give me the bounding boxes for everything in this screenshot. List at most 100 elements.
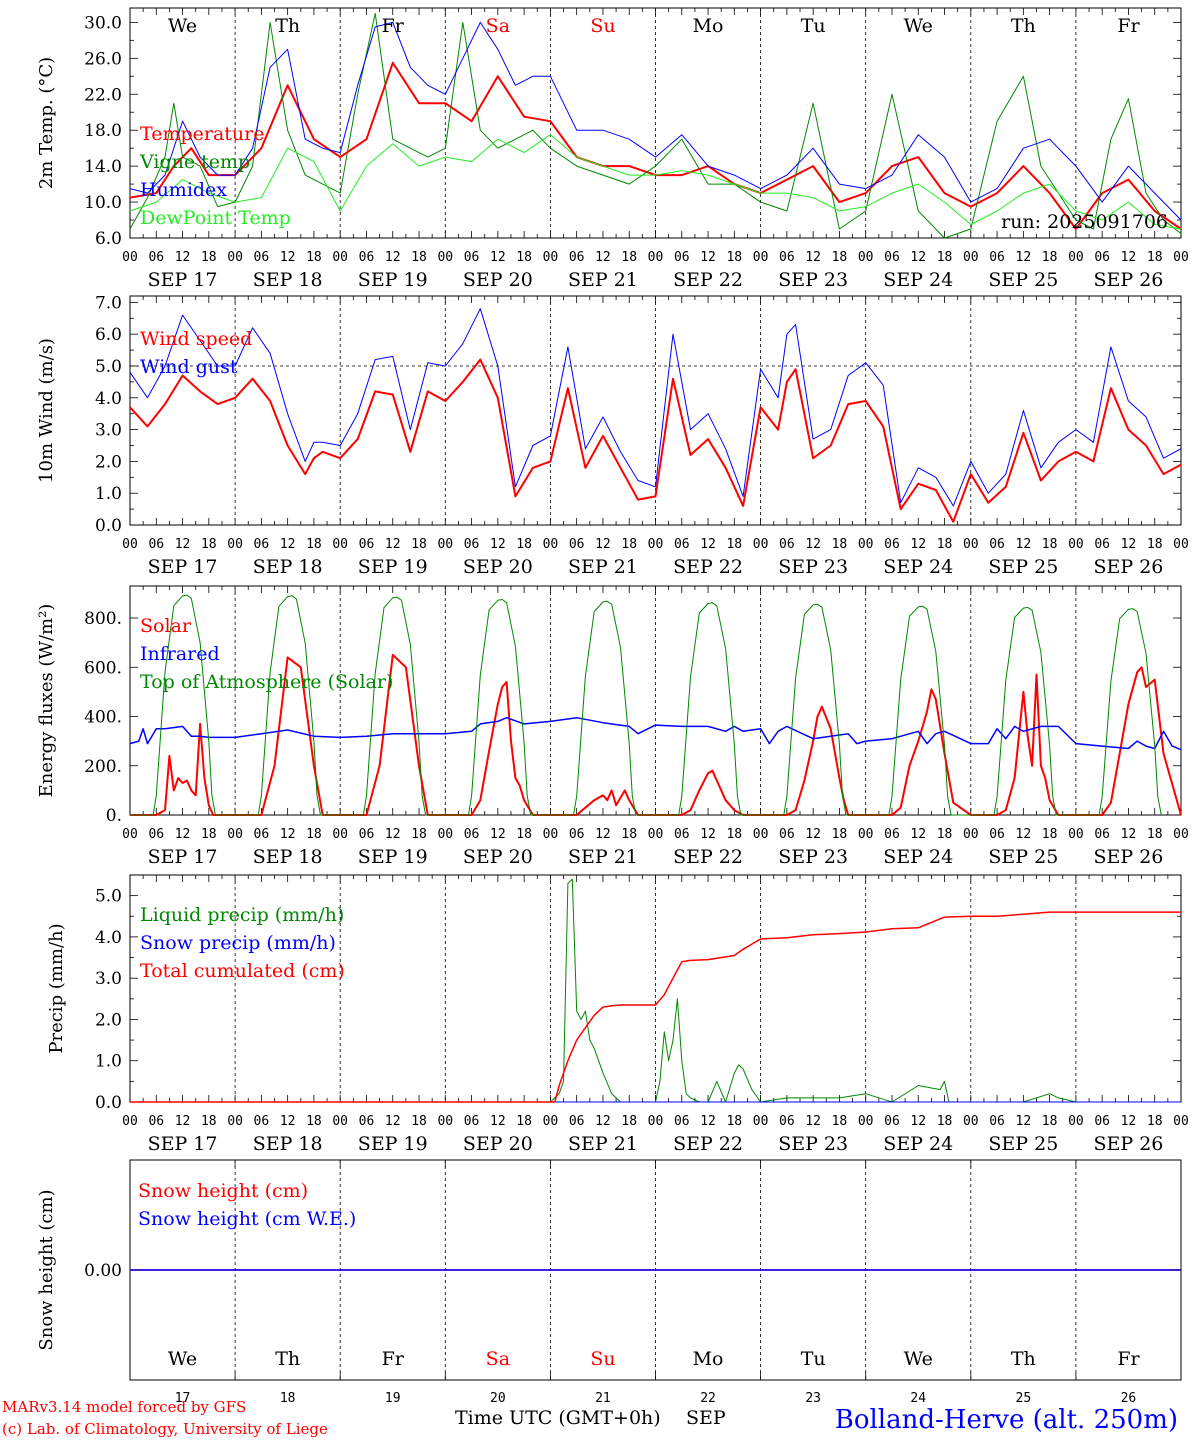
hour-label: 12	[805, 827, 821, 842]
x-ticks	[129, 8, 1182, 238]
legend-entry: Wind speed	[140, 328, 252, 350]
hour-label: 18	[1042, 250, 1058, 265]
hour-label: 00	[1173, 250, 1189, 265]
y-tick-label: 10.0	[84, 193, 122, 213]
date-label: SEP 19	[358, 556, 428, 578]
date-label: SEP 18	[253, 269, 323, 291]
hour-label: 12	[1016, 250, 1032, 265]
hour-label: 06	[148, 827, 164, 842]
hour-label: 06	[569, 250, 585, 265]
hour-label: 12	[595, 250, 611, 265]
day-label: Sa	[486, 15, 510, 37]
date-label: SEP 17	[148, 556, 218, 578]
hour-label: 06	[464, 250, 480, 265]
hour-label: 00	[122, 537, 138, 552]
legend-entry: Infrared	[140, 643, 220, 665]
date-number-label: 24	[910, 1391, 926, 1406]
y-tick-label: 0.0	[95, 1093, 122, 1113]
legend-entry: Snow height (cm W.E.)	[138, 1208, 356, 1230]
hour-label: 00	[753, 537, 769, 552]
date-label: SEP 22	[673, 1133, 743, 1155]
date-label: SEP 18	[253, 846, 323, 868]
date-label: SEP 26	[1094, 269, 1164, 291]
hour-label: 06	[1094, 537, 1110, 552]
y-axis-label: 2m Temp. (°C)	[36, 57, 57, 189]
hour-label: 06	[254, 827, 270, 842]
hour-label: 06	[254, 537, 270, 552]
hour-label: 12	[175, 537, 191, 552]
hour-label: 00	[963, 827, 979, 842]
y-tick-label: 2.0	[95, 452, 122, 472]
hour-label: 12	[490, 827, 506, 842]
footer-lab: (c) Lab. of Climatology, University of L…	[2, 1420, 328, 1438]
date-label: SEP 20	[463, 556, 533, 578]
hour-label: 06	[779, 1114, 795, 1129]
date-label: SEP 21	[568, 1133, 638, 1155]
date-label: SEP 23	[778, 269, 848, 291]
hour-label: 00	[122, 250, 138, 265]
day-label: Th	[1011, 15, 1036, 37]
day-label: We	[904, 15, 933, 37]
series-line-wind-gust	[129, 308, 1182, 507]
hour-label: 12	[910, 537, 926, 552]
hour-label: 12	[805, 537, 821, 552]
date-label: SEP 24	[883, 269, 953, 291]
date-label: SEP 23	[778, 846, 848, 868]
hour-label: 18	[621, 537, 637, 552]
hour-label: 06	[884, 537, 900, 552]
hour-label: 12	[1121, 827, 1137, 842]
hour-label: 18	[1147, 1114, 1163, 1129]
date-label: SEP 17	[148, 846, 218, 868]
hour-label: 12	[1121, 537, 1137, 552]
day-label: Th	[1011, 1348, 1036, 1370]
hour-label: 18	[516, 827, 532, 842]
day-label: We	[904, 1348, 933, 1370]
y-axis-label: Snow height (cm)	[36, 1189, 57, 1350]
hour-label: 18	[411, 250, 427, 265]
date-label: SEP 17	[148, 269, 218, 291]
day-label: We	[168, 1348, 197, 1370]
hour-label: 06	[148, 537, 164, 552]
hour-label: 06	[464, 827, 480, 842]
hour-label: 18	[411, 1114, 427, 1129]
day-label: Su	[590, 15, 615, 37]
hour-label: 18	[1147, 827, 1163, 842]
hour-label: 00	[227, 827, 243, 842]
hour-label: 06	[989, 1114, 1005, 1129]
day-label: Tu	[801, 15, 826, 37]
day-label: Th	[275, 15, 300, 37]
date-label: SEP 23	[778, 556, 848, 578]
y-tick-label: 400.	[84, 708, 122, 728]
hour-label: 06	[148, 1114, 164, 1129]
hour-label: 18	[1042, 827, 1058, 842]
date-number-label: 18	[280, 1391, 296, 1406]
hour-label: 00	[858, 1114, 874, 1129]
legend-entry: Liquid precip (mm/h)	[140, 904, 344, 926]
hour-label: 18	[411, 827, 427, 842]
hour-label: 06	[464, 537, 480, 552]
hour-label: 18	[306, 537, 322, 552]
hour-label: 00	[963, 1114, 979, 1129]
date-label: SEP 24	[883, 846, 953, 868]
date-label: SEP 22	[673, 846, 743, 868]
hour-label: 12	[385, 827, 401, 842]
y-tick-label: 5.0	[95, 887, 122, 907]
y-axis-label: Precip (mm/h)	[46, 923, 67, 1053]
hour-label: 00	[1173, 827, 1189, 842]
legend-entry: Solar	[140, 615, 192, 637]
date-label: SEP 24	[883, 1133, 953, 1155]
hour-label: 18	[516, 1114, 532, 1129]
hour-label: 00	[648, 827, 664, 842]
hour-label: 12	[595, 1114, 611, 1129]
day-label: Fr	[1117, 15, 1140, 37]
day-label: Fr	[382, 15, 405, 37]
hour-label: 18	[726, 537, 742, 552]
y-tick-label: 14.0	[84, 157, 122, 177]
y-tick-label: 26.0	[84, 49, 122, 69]
hour-label: 06	[1094, 827, 1110, 842]
hour-label: 06	[884, 250, 900, 265]
hour-label: 06	[989, 250, 1005, 265]
date-number-label: 23	[805, 1391, 821, 1406]
hour-label: 18	[1042, 1114, 1058, 1129]
hour-label: 12	[175, 250, 191, 265]
